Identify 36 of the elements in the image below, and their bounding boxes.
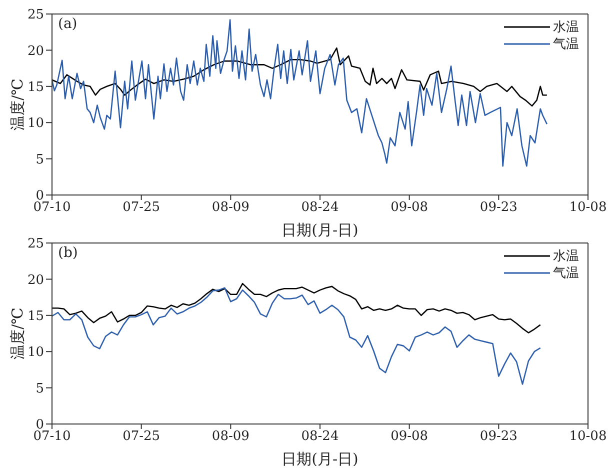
x-tick-label: 07-10	[33, 200, 71, 216]
y-tick-label: 10	[27, 116, 44, 132]
y-tick-label: 25	[27, 8, 44, 23]
x-tick-label: 08-24	[301, 200, 339, 216]
legend-label: 气温	[553, 264, 579, 282]
y-tick-label: 15	[27, 309, 44, 324]
x-tick-label: 07-25	[122, 200, 160, 216]
x-tick-label: 09-23	[480, 200, 518, 216]
x-tick-label: 09-08	[390, 429, 428, 444]
x-axis-title: 日期(月-日)	[282, 450, 358, 468]
x-tick-label: 07-10	[33, 429, 71, 444]
y-axis-title: 温度/℃	[8, 78, 28, 130]
y-axis-title: 温度/℃	[8, 307, 28, 359]
x-tick-label: 08-24	[301, 429, 339, 444]
y-tick-label: 20	[27, 272, 44, 288]
y-tick-label: 25	[27, 236, 44, 252]
annotation: (b)	[58, 245, 78, 261]
annotation: (a)	[58, 16, 78, 32]
x-tick-label: 10-08	[569, 200, 607, 216]
x-tick-label: 09-23	[480, 429, 518, 444]
legend-label: 气温	[553, 36, 579, 52]
line-series	[52, 287, 542, 385]
legend-label: 水温	[553, 18, 579, 36]
x-tick-label: 07-25	[122, 429, 160, 444]
y-tick-label: 5	[36, 381, 44, 396]
x-tick-label: 08-09	[212, 200, 250, 216]
line-series	[52, 282, 542, 334]
y-tick-label: 5	[36, 152, 44, 168]
y-tick-label: 15	[27, 80, 44, 96]
y-tick-label: 10	[27, 345, 44, 360]
x-tick-label: 10-08	[569, 429, 607, 444]
x-axis-title: 日期(月-日)	[282, 221, 358, 239]
x-tick-label: 09-08	[390, 200, 428, 216]
legend-label: 水温	[553, 248, 579, 264]
y-tick-label: 20	[27, 44, 44, 59]
x-tick-label: 08-09	[212, 429, 250, 444]
